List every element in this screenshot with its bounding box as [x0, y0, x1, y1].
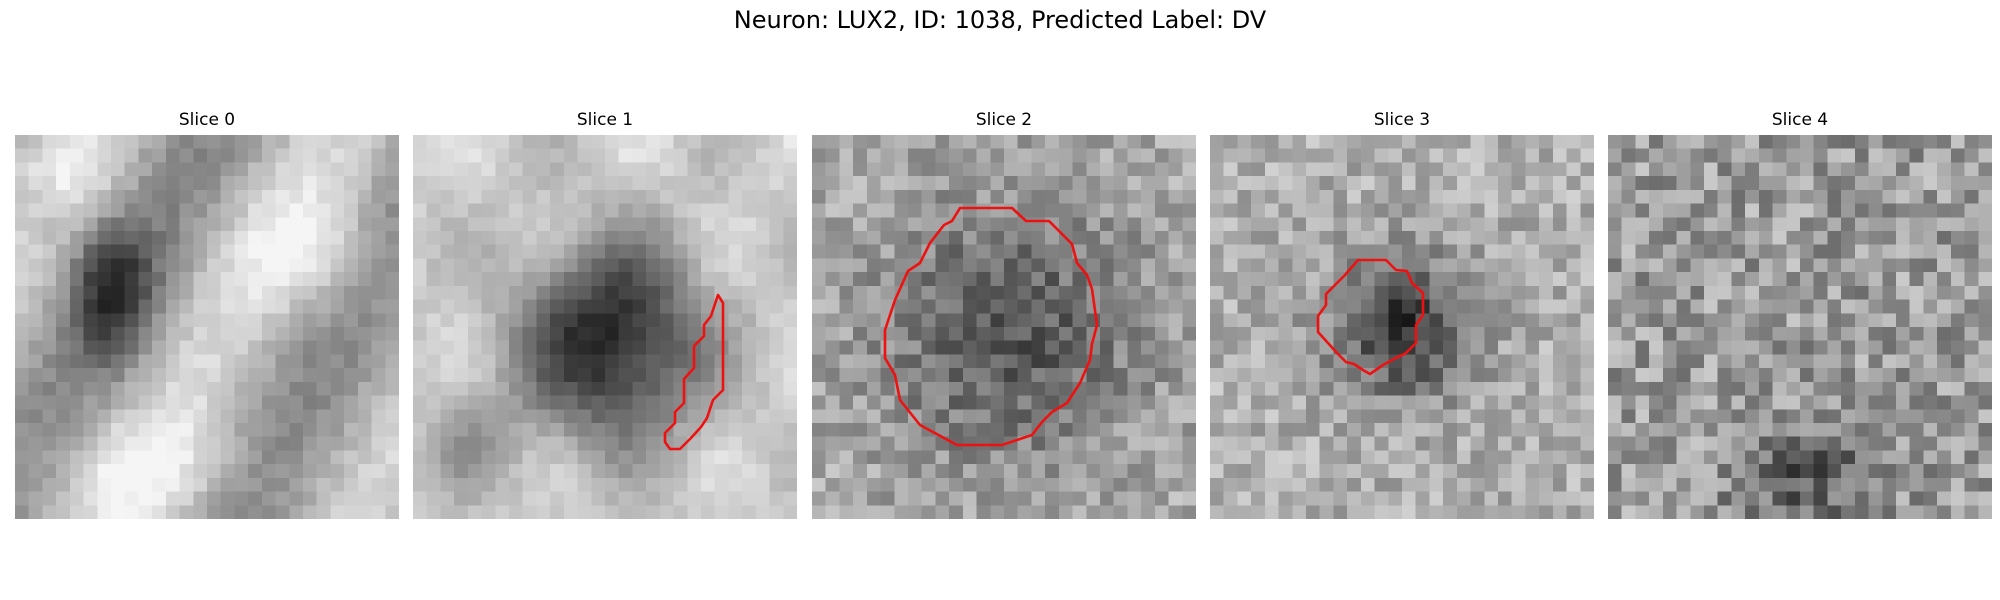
- slice-title: Slice 3: [1373, 110, 1431, 130]
- slice-panel-1: Slice 1: [413, 108, 797, 519]
- slice-panel-3: Slice 3: [1210, 108, 1594, 519]
- slice-panel-0: Slice 0: [15, 108, 399, 519]
- segmentation-contour: [883, 206, 1099, 447]
- slice-image: [15, 135, 399, 519]
- slice-image: [413, 135, 797, 519]
- slice-title: Slice 1: [576, 110, 634, 130]
- slice-image: [812, 135, 1196, 519]
- slice-image: [1210, 135, 1594, 519]
- slice-panel-4: Slice 4: [1608, 108, 1992, 519]
- segmentation-contour: [1316, 258, 1425, 376]
- figure-title: Neuron: LUX2, ID: 1038, Predicted Label:…: [733, 6, 1267, 34]
- slice-panel-2: Slice 2: [812, 108, 1196, 519]
- slice-title: Slice 4: [1771, 110, 1829, 130]
- segmentation-contour: [663, 293, 725, 451]
- slice-title: Slice 0: [178, 110, 236, 130]
- slice-title: Slice 2: [975, 110, 1033, 130]
- slice-image: [1608, 135, 1992, 519]
